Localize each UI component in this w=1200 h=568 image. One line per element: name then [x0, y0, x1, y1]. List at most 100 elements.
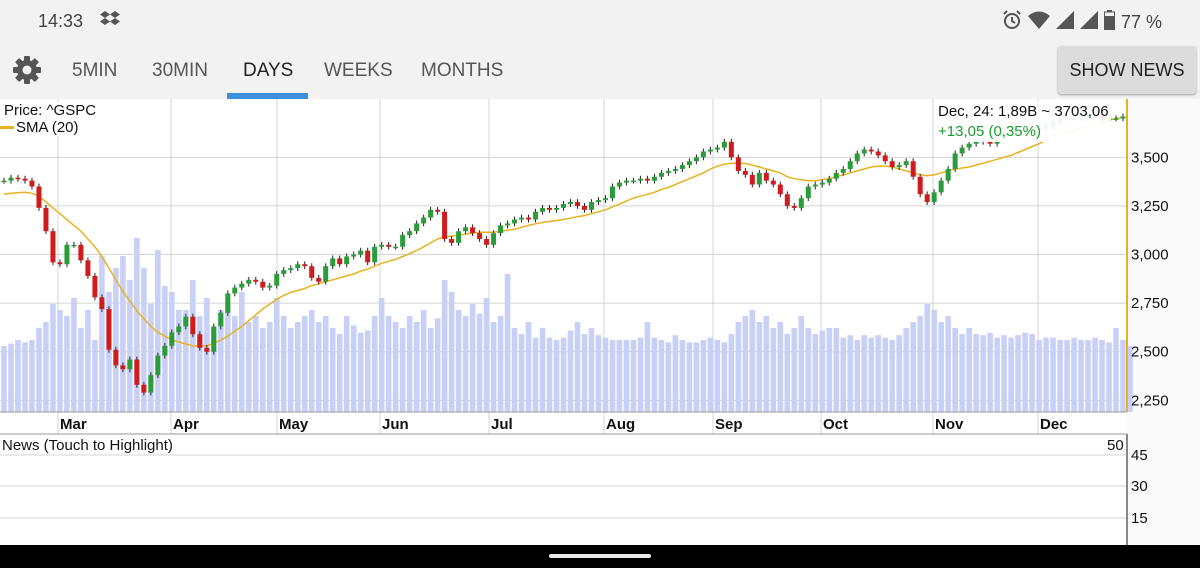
volume-bar — [637, 337, 644, 412]
x-tick-label: Oct — [823, 416, 848, 433]
volume-bar — [413, 322, 420, 412]
volume-bar — [357, 332, 364, 412]
volume-bar — [889, 340, 896, 412]
candle — [763, 172, 769, 181]
volume-bar — [1064, 340, 1070, 412]
volume-bar — [938, 322, 944, 412]
candle — [358, 250, 364, 255]
volume-bar — [385, 316, 392, 412]
candle — [840, 168, 846, 173]
candle — [749, 174, 755, 185]
price-chart[interactable]: 3,500 3,250 3,000 2,750 2,500 2,250 Mar Apr May J… — [0, 99, 1200, 545]
tab-days[interactable]: DAYS — [243, 60, 294, 81]
candle — [365, 250, 371, 263]
candle — [36, 186, 42, 208]
volume-bar — [602, 337, 609, 412]
candle — [15, 177, 21, 180]
volume-bar — [8, 343, 14, 412]
battery-icon — [1103, 10, 1115, 35]
y-tick-label: 3,500 — [1131, 149, 1169, 166]
volume-bar — [581, 334, 588, 412]
active-tab-indicator — [227, 93, 308, 99]
candle — [896, 165, 902, 168]
volume-bar — [504, 274, 511, 412]
volume-bar — [924, 304, 930, 412]
candle — [449, 238, 455, 243]
tab-30min[interactable]: 30MIN — [152, 60, 208, 81]
volume-bar — [791, 328, 798, 412]
volume-bar — [609, 340, 616, 412]
volume-bar — [238, 292, 245, 412]
candle — [127, 359, 133, 370]
candle — [484, 238, 490, 245]
tab-5min[interactable]: 5MIN — [72, 60, 118, 81]
volume-bar — [763, 316, 770, 412]
volume-bar — [371, 316, 378, 412]
candle — [337, 258, 343, 265]
volume-bar — [805, 328, 812, 412]
candle — [889, 161, 895, 168]
tab-months[interactable]: MONTHS — [421, 60, 504, 81]
volume-bar — [64, 316, 70, 412]
candle — [386, 244, 392, 247]
volume-bar — [1120, 340, 1126, 412]
candle — [651, 176, 657, 181]
volume-bar — [819, 330, 826, 412]
home-handle[interactable] — [549, 554, 651, 558]
candle — [623, 180, 629, 183]
volume-bar — [826, 328, 833, 412]
volume-bar — [812, 334, 819, 412]
candle — [637, 178, 643, 181]
candle — [945, 168, 951, 181]
volume-bar — [854, 340, 861, 412]
y-tick-label: 2,250 — [1131, 392, 1169, 409]
signal-icon — [1079, 11, 1098, 34]
show-news-button[interactable]: SHOW NEWS — [1058, 46, 1196, 94]
volume-bar — [287, 328, 294, 412]
volume-bar — [1001, 335, 1007, 412]
volume-bar — [931, 310, 937, 412]
sma-line — [3, 116, 1124, 347]
status-time: 14:33 — [38, 11, 84, 31]
volume-bar — [176, 310, 182, 412]
candle — [602, 198, 608, 201]
volume-bar — [539, 328, 546, 412]
x-tick-label: Apr — [173, 416, 199, 433]
candle — [966, 143, 972, 148]
status-icons: 77 % — [1002, 10, 1162, 35]
candle — [85, 260, 91, 276]
candle — [253, 279, 259, 282]
candle — [120, 365, 126, 370]
status-bar: 14:33 77 % — [0, 0, 1200, 42]
candle — [246, 279, 252, 284]
candle — [519, 217, 525, 220]
candle — [581, 205, 587, 210]
candle — [225, 293, 231, 313]
candle — [267, 285, 273, 288]
candle — [428, 209, 434, 218]
volume-bar — [218, 310, 224, 412]
candle — [463, 227, 469, 232]
tab-weeks[interactable]: WEEKS — [324, 60, 393, 81]
volume-bar — [141, 268, 147, 412]
volume-bar — [99, 256, 105, 412]
volume-bar — [665, 342, 672, 412]
volume-bar — [497, 316, 504, 412]
candle — [903, 161, 909, 166]
toolbar: 5MIN 30MIN DAYS WEEKS MONTHS SHOW NEWS — [0, 42, 1200, 99]
volume-bar — [322, 316, 329, 412]
volume-bar — [1113, 328, 1119, 412]
x-tick-label: Dec — [1040, 416, 1068, 433]
volume-bar — [211, 328, 217, 412]
volume-bar — [113, 268, 119, 412]
candle — [442, 211, 448, 239]
x-tick-label: Jul — [491, 416, 513, 433]
x-tick-label: Mar — [60, 416, 87, 433]
candle — [812, 184, 818, 187]
candle — [204, 347, 210, 352]
volume-bar — [840, 337, 847, 412]
gear-icon[interactable] — [12, 55, 42, 90]
volume-bar — [469, 304, 476, 412]
candle — [162, 345, 168, 356]
candle — [547, 207, 553, 210]
